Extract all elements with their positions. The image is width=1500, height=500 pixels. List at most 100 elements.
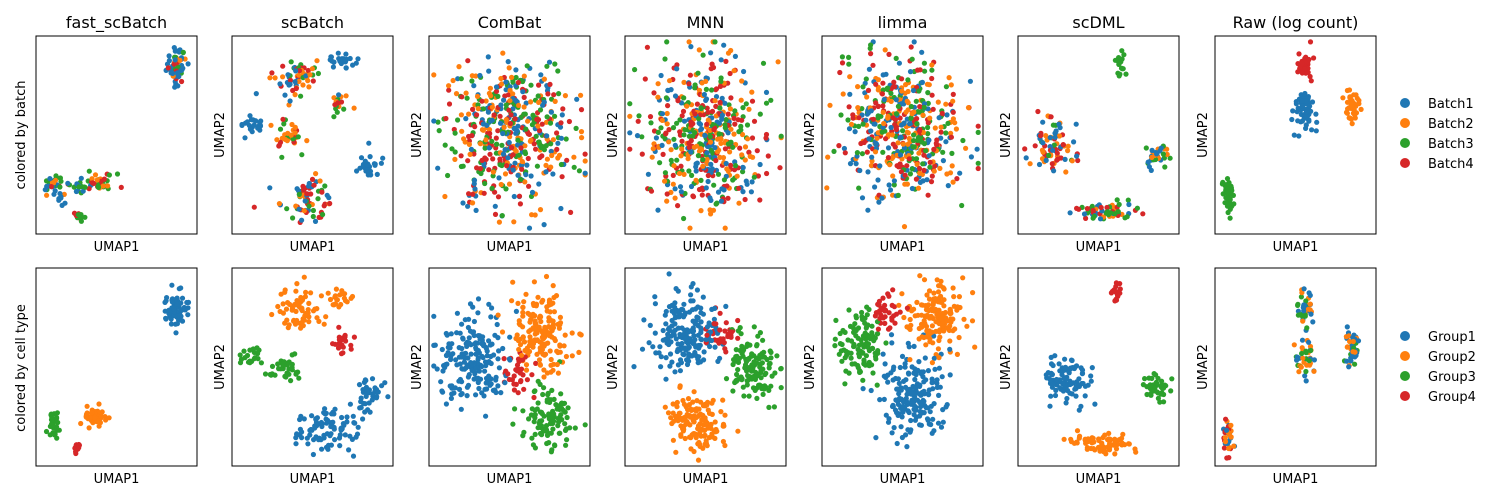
data-point — [475, 296, 482, 302]
data-point — [665, 103, 671, 109]
data-point — [851, 328, 858, 334]
data-point — [522, 150, 529, 157]
data-point — [1084, 206, 1090, 212]
data-point — [1112, 451, 1118, 457]
data-point — [1346, 87, 1353, 93]
data-point — [900, 404, 906, 410]
data-point — [1075, 157, 1081, 164]
data-point — [709, 108, 716, 114]
data-point — [496, 219, 502, 225]
data-point — [1227, 197, 1233, 203]
row-label-cell-type: colored by cell type — [14, 304, 29, 432]
data-point — [537, 154, 543, 161]
data-point — [466, 191, 472, 197]
data-point — [939, 374, 945, 380]
points — [431, 273, 588, 455]
data-point — [671, 136, 677, 142]
data-point — [711, 182, 717, 188]
data-point — [557, 342, 563, 348]
data-point — [937, 165, 943, 171]
data-point — [501, 124, 507, 130]
data-point — [684, 103, 690, 109]
axes-frame — [624, 35, 787, 235]
data-point — [915, 109, 921, 115]
y-axis-label: UMAP2 — [999, 344, 1014, 390]
data-point — [543, 423, 550, 429]
data-point — [627, 101, 633, 107]
data-point — [663, 95, 670, 101]
data-point — [1062, 356, 1068, 362]
data-point — [526, 328, 532, 335]
y-axis-label: UMAP2 — [999, 112, 1014, 158]
data-point — [937, 384, 943, 390]
data-point — [873, 81, 879, 87]
data-point — [926, 392, 932, 398]
data-point — [65, 180, 71, 186]
data-point — [738, 123, 744, 129]
data-point — [675, 203, 681, 209]
data-point — [926, 288, 933, 294]
data-point — [506, 139, 512, 146]
data-point — [698, 305, 704, 311]
data-point — [884, 86, 890, 92]
data-point — [685, 396, 692, 402]
data-point — [917, 413, 923, 419]
data-point — [891, 304, 898, 310]
data-point — [734, 173, 740, 179]
data-point — [725, 111, 731, 117]
data-point — [98, 178, 104, 184]
data-point — [444, 361, 450, 367]
data-point — [312, 218, 319, 224]
data-point — [1050, 147, 1056, 153]
data-point — [1231, 443, 1237, 449]
data-point — [1043, 133, 1049, 139]
data-point — [521, 299, 527, 305]
data-point — [500, 345, 506, 352]
data-point — [506, 107, 512, 113]
data-point — [563, 353, 570, 360]
data-point — [174, 321, 180, 327]
data-point — [718, 198, 725, 204]
data-point — [1146, 164, 1152, 170]
data-point — [431, 72, 437, 78]
data-point — [492, 211, 499, 217]
data-point — [921, 152, 927, 158]
data-point — [1293, 99, 1299, 105]
data-point — [182, 307, 188, 313]
data-point — [366, 400, 372, 406]
data-point — [276, 142, 282, 148]
data-point — [681, 118, 688, 124]
data-point — [720, 438, 727, 445]
data-point — [917, 170, 923, 176]
data-point — [771, 404, 778, 410]
data-point — [518, 378, 524, 384]
data-point — [672, 195, 678, 201]
data-point — [1307, 301, 1313, 307]
data-point — [546, 59, 553, 65]
data-point — [904, 305, 911, 311]
data-point — [1134, 205, 1140, 211]
data-point — [555, 155, 561, 161]
data-point — [294, 186, 300, 192]
data-point — [954, 351, 961, 357]
data-point — [306, 203, 312, 209]
data-point — [463, 365, 469, 371]
data-point — [473, 392, 479, 398]
data-point — [1347, 338, 1353, 345]
data-point — [1083, 215, 1089, 221]
data-point — [927, 164, 933, 170]
data-point — [174, 301, 180, 307]
panel-title: scBatch — [281, 13, 344, 32]
data-point — [467, 151, 473, 157]
data-point — [682, 310, 688, 316]
data-point — [1161, 399, 1167, 405]
y-axis-label: UMAP2 — [213, 344, 228, 390]
data-point — [457, 361, 463, 367]
data-point — [244, 119, 250, 125]
data-point — [774, 353, 780, 359]
data-point — [535, 93, 541, 99]
data-point — [848, 338, 855, 344]
data-point — [544, 133, 550, 139]
data-point — [726, 102, 732, 108]
data-point — [516, 102, 522, 108]
